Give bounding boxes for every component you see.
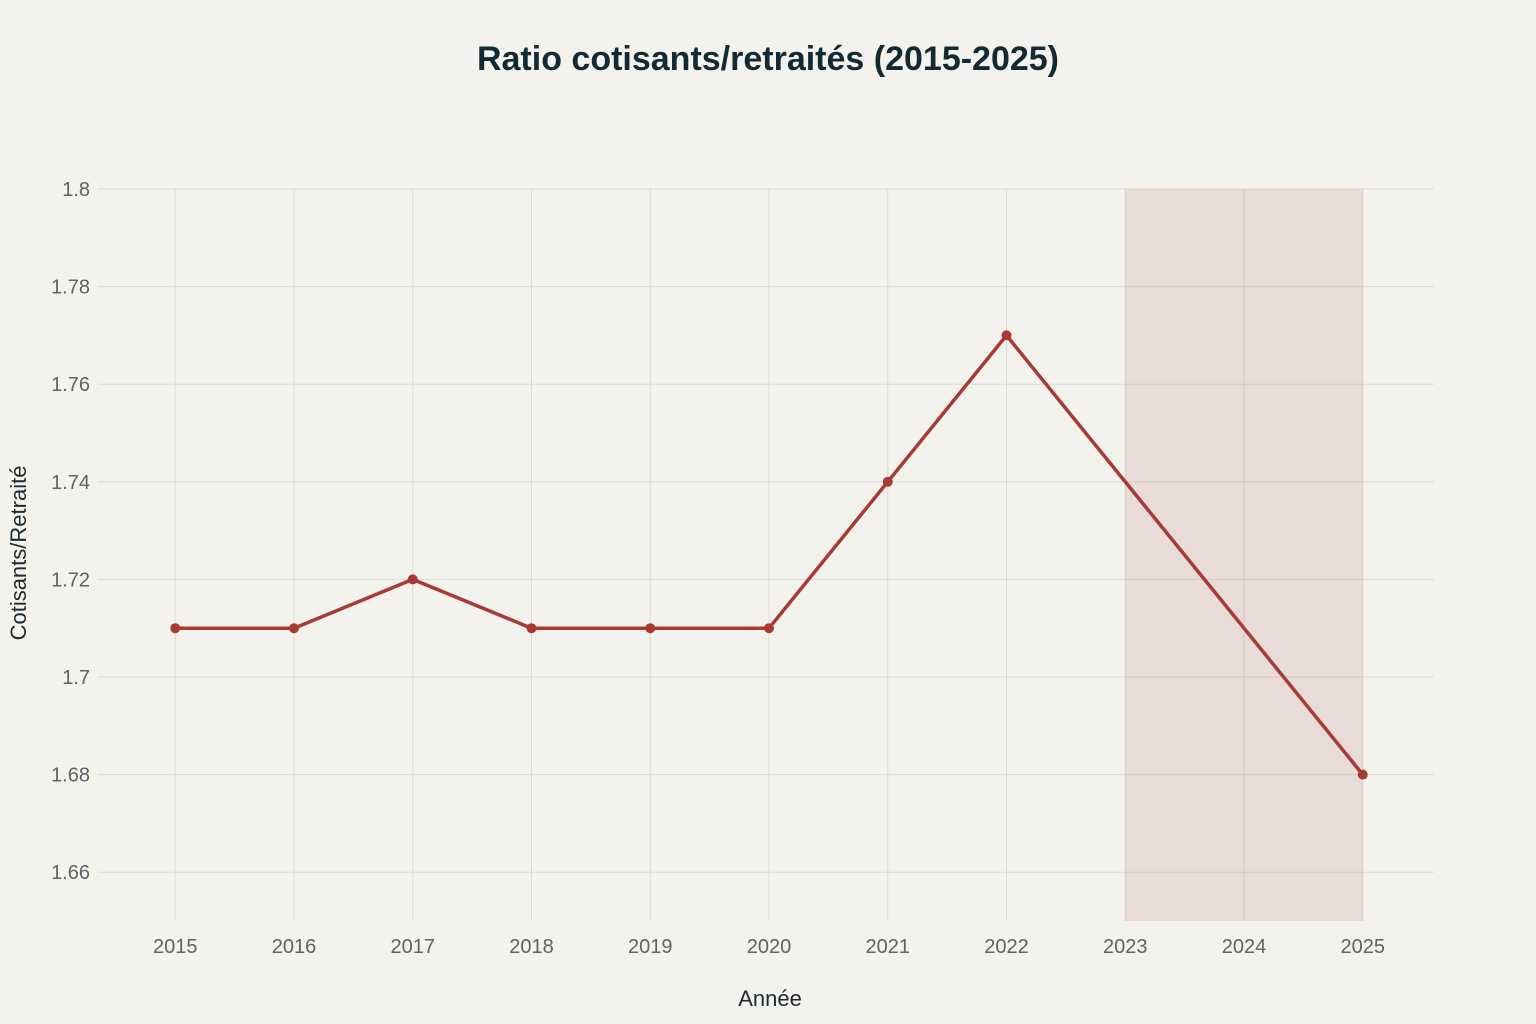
y-tick-label: 1.8 <box>62 179 90 201</box>
data-point <box>526 623 537 634</box>
series-layer <box>170 330 1368 780</box>
y-tick-label: 1.74 <box>51 472 90 494</box>
x-tick-label: 2016 <box>272 936 317 958</box>
x-tick-label: 2015 <box>153 936 198 958</box>
x-tick-label: 2018 <box>509 936 554 958</box>
grid <box>98 188 1434 921</box>
y-tick-label: 1.76 <box>51 374 90 396</box>
x-tick-label: 2025 <box>1341 936 1386 958</box>
x-axis-title: Année <box>738 986 802 1011</box>
y-tick-label: 1.68 <box>51 765 90 787</box>
data-point <box>645 623 656 634</box>
x-tick-label: 2024 <box>1222 936 1267 958</box>
projection-shaded-region <box>1125 189 1363 921</box>
y-tick-label: 1.78 <box>51 277 90 299</box>
x-tick-label: 2021 <box>866 936 911 958</box>
data-point <box>882 476 893 487</box>
y-tick-label: 1.66 <box>51 862 90 884</box>
data-point <box>1357 769 1368 780</box>
x-tick-label: 2019 <box>628 936 673 958</box>
data-point <box>407 574 418 585</box>
tick-labels: 1.66 1.68 1.7 1.72 1.74 1.76 1.78 1.8 2015 2016 20… <box>51 179 1385 958</box>
y-tick-label: 1.7 <box>62 667 90 689</box>
x-tick-label: 2017 <box>391 936 436 958</box>
x-tick-label: 2022 <box>984 936 1029 958</box>
data-point <box>289 623 299 634</box>
shaded-region <box>1125 189 1363 921</box>
x-tick-label: 2023 <box>1103 936 1148 958</box>
y-tick-label: 1.72 <box>51 569 90 591</box>
chart-title: Ratio cotisants/retraités (2015-2025) <box>476 40 1060 78</box>
data-point <box>764 623 774 634</box>
y-axis-title: Cotisants/Retraité <box>6 466 31 641</box>
data-point <box>170 623 181 634</box>
data-point <box>1001 330 1012 341</box>
x-tick-label: 2020 <box>747 936 792 958</box>
